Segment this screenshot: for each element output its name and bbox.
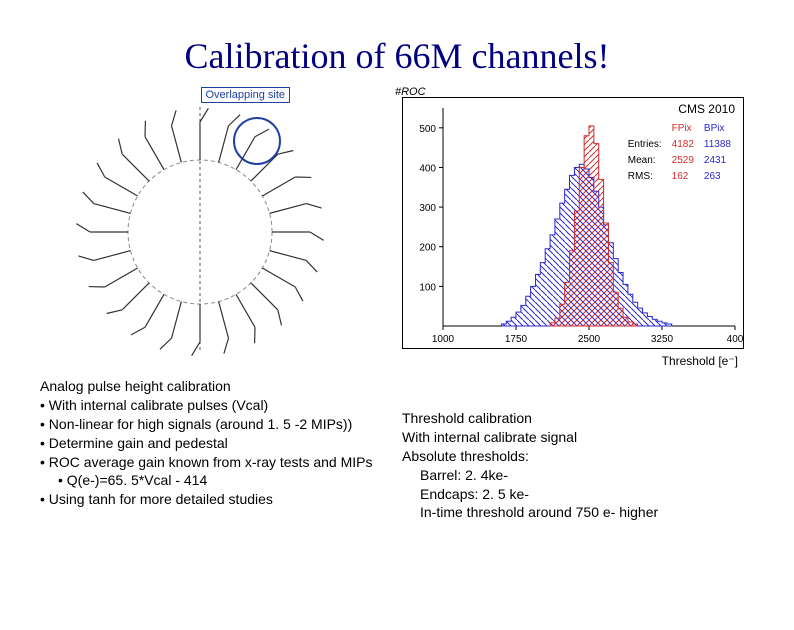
svg-text:300: 300 xyxy=(419,203,436,214)
bullet-sub: • Q(e-)=65. 5*Vcal - 414 xyxy=(40,471,392,490)
svg-text:100: 100 xyxy=(419,282,436,293)
bullet: • ROC average gain known from x-ray test… xyxy=(40,453,392,472)
detector-circle-svg xyxy=(60,97,340,357)
threshold-histogram: #ROC CMS 2010 FPixBPixEntries:418211388M… xyxy=(402,97,744,349)
hist-title: CMS 2010 xyxy=(678,102,735,116)
overlap-circle-icon xyxy=(233,117,281,165)
svg-text:1000: 1000 xyxy=(432,334,455,345)
page-title: Calibration of 66M channels! xyxy=(0,35,794,77)
svg-text:400: 400 xyxy=(419,163,436,174)
x-axis-label: Threshold [e⁻] xyxy=(662,354,738,368)
right-column: #ROC CMS 2010 FPixBPixEntries:418211388M… xyxy=(402,97,754,522)
y-axis-label: #ROC xyxy=(395,86,426,98)
analog-heading: Analog pulse height calibration xyxy=(40,377,392,396)
text-line: Endcaps: 2. 5 ke- xyxy=(402,485,754,504)
circle-diagram: Overlapping site xyxy=(60,97,340,357)
text-line: Barrel: 2. 4ke- xyxy=(402,466,754,485)
svg-text:1750: 1750 xyxy=(505,334,528,345)
bullet: • Using tanh for more detailed studies xyxy=(40,490,392,509)
bullet: • Non-linear for high signals (around 1.… xyxy=(40,415,392,434)
svg-text:2500: 2500 xyxy=(578,334,601,345)
bullet: • Determine gain and pedestal xyxy=(40,434,392,453)
content: Overlapping site Analog pulse height cal… xyxy=(0,97,794,522)
overlap-label: Overlapping site xyxy=(201,87,291,103)
text-line: Absolute thresholds: xyxy=(402,447,754,466)
svg-text:200: 200 xyxy=(419,243,436,254)
svg-text:3250: 3250 xyxy=(651,334,674,345)
svg-text:400: 400 xyxy=(727,334,743,345)
right-text-block: Threshold calibration With internal cali… xyxy=(402,409,754,522)
left-column: Overlapping site Analog pulse height cal… xyxy=(40,97,392,522)
svg-text:500: 500 xyxy=(419,124,436,135)
text-line: In-time threshold around 750 e- higher xyxy=(402,503,754,522)
text-line: With internal calibrate signal xyxy=(402,428,754,447)
left-text-block: Analog pulse height calibration • With i… xyxy=(40,377,392,509)
bullet: • With internal calibrate pulses (Vcal) xyxy=(40,396,392,415)
text-line: Threshold calibration xyxy=(402,409,754,428)
stats-box: FPixBPixEntries:418211388Mean:25292431RM… xyxy=(622,120,737,186)
